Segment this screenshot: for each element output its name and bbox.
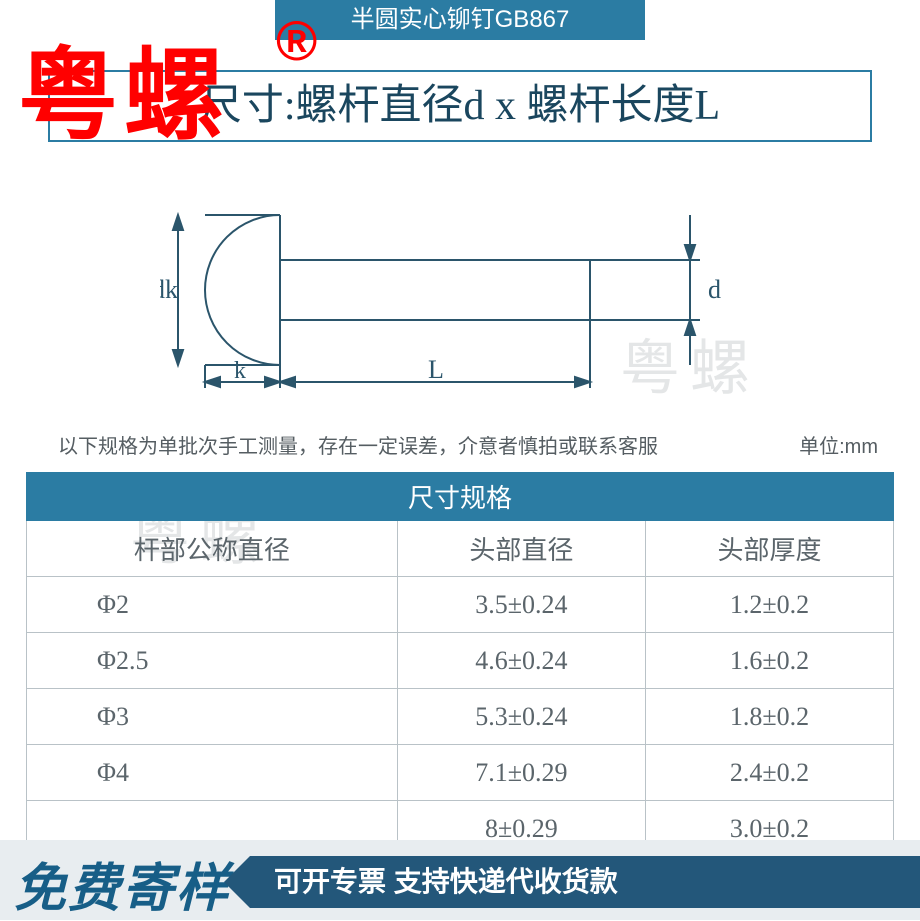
col-header: 头部直径: [397, 521, 645, 577]
band-arrow-icon: [224, 856, 250, 908]
table-group-header: 尺寸规格: [27, 473, 894, 521]
table-row: Φ4 7.1±0.29 2.4±0.2: [27, 745, 894, 801]
note-unit: 单位:mm: [799, 430, 878, 459]
col-header: 头部厚度: [645, 521, 893, 577]
label-dk: dk: [160, 275, 178, 304]
label-k: k: [234, 358, 246, 384]
ghost-watermark: 粤螺: [620, 320, 760, 407]
table-row: Φ3 5.3±0.24 1.8±0.2: [27, 689, 894, 745]
footer: 免费寄样 可开专票 支持快递代收货款: [0, 840, 920, 920]
watermark-text: 粤螺: [18, 40, 230, 152]
note-text: 以下规格为单批次手工测量，存在一定误差，介意者慎拍或联系客服: [58, 436, 658, 458]
title-pill: 半圆实心铆钉GB867: [275, 0, 645, 40]
col-header: 杆部公称直径: [27, 521, 398, 577]
label-d: d: [708, 275, 721, 304]
footer-band-text: 可开专票 支持快递代收货款: [250, 856, 920, 908]
table-row: Φ2.5 4.6±0.24 1.6±0.2: [27, 633, 894, 689]
label-L: L: [428, 355, 444, 384]
spec-table: 尺寸规格 杆部公称直径 头部直径 头部厚度 Φ2 3.5±0.24 1.2±0.…: [26, 472, 894, 857]
brand-watermark: 粤螺 ®: [18, 14, 230, 159]
footer-band: 可开专票 支持快递代收货款: [250, 856, 920, 908]
footer-left-text: 免费寄样: [14, 846, 230, 921]
table-row: Φ2 3.5±0.24 1.2±0.2: [27, 577, 894, 633]
note-row: 以下规格为单批次手工测量，存在一定误差，介意者慎拍或联系客服 单位:mm: [58, 430, 878, 459]
registered-icon: ®: [276, 8, 317, 73]
